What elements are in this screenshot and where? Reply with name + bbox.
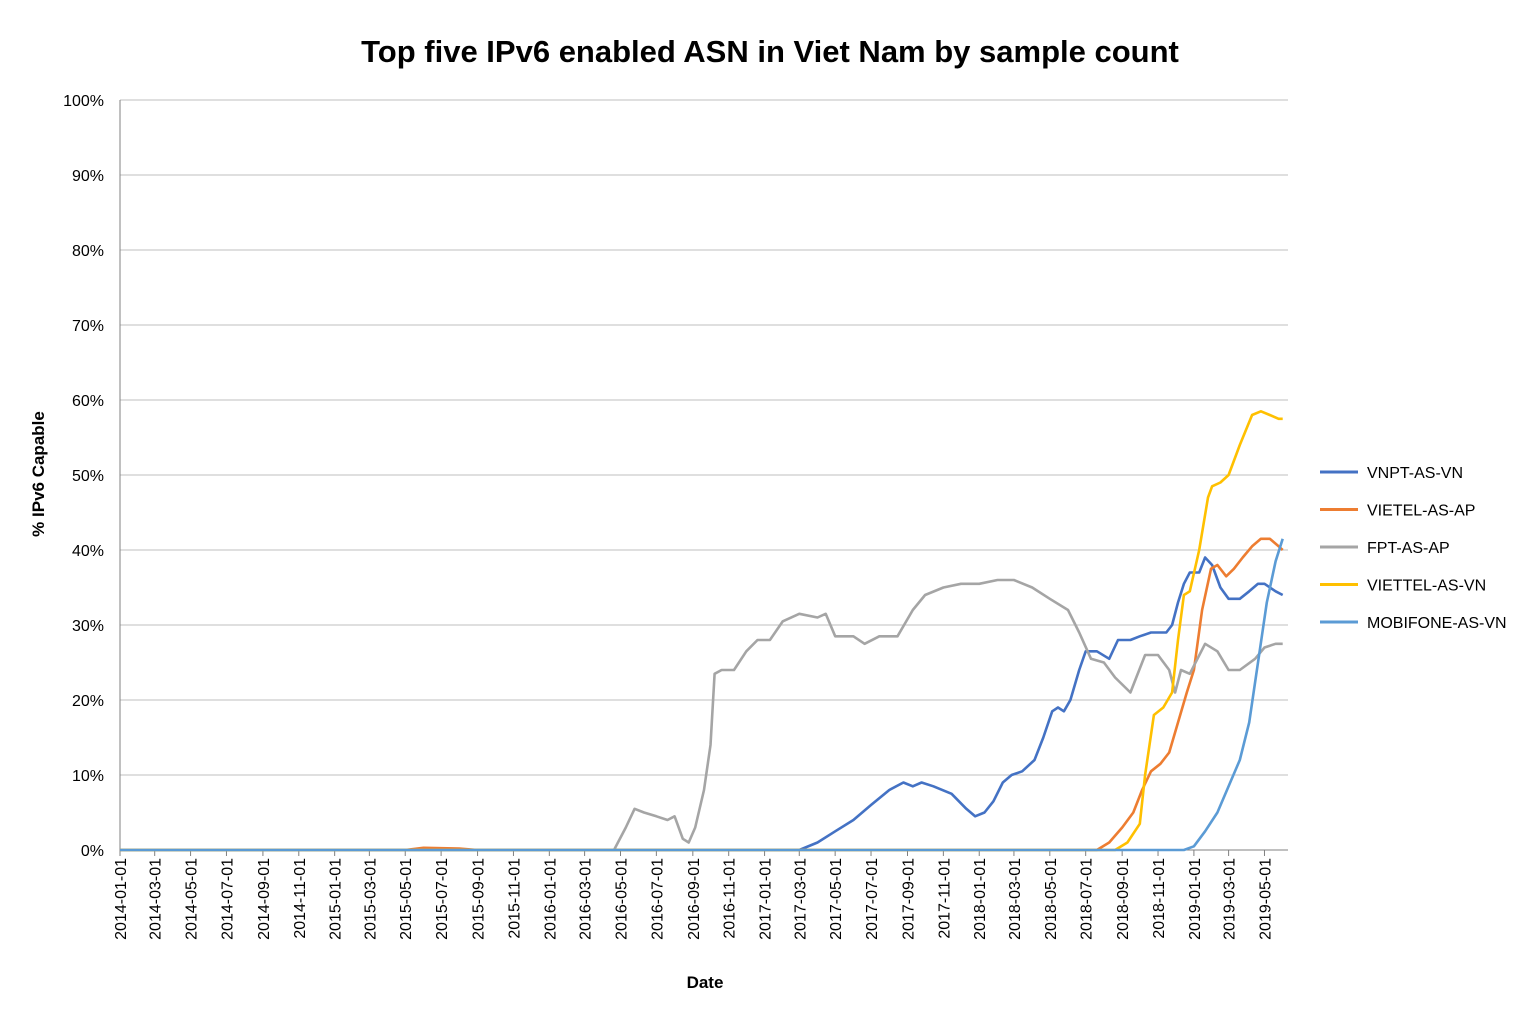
legend-label: FPT-AS-AP	[1367, 540, 1450, 557]
x-tick-label: 2014-03-01	[148, 858, 165, 940]
x-tick-label: 2017-05-01	[828, 858, 845, 940]
x-tick-label: 2016-05-01	[613, 858, 630, 940]
series-line-fpt-as-ap	[120, 578, 1283, 852]
x-tick-label: 2018-09-01	[1115, 858, 1132, 940]
y-tick-label: 100%	[63, 93, 104, 110]
grid-lines	[119, 99, 1288, 851]
x-tick-label: 2017-07-01	[864, 858, 881, 940]
x-tick-label: 2014-09-01	[256, 858, 273, 940]
x-tick-label: 2019-03-01	[1222, 858, 1239, 940]
y-tick-label: 90%	[72, 168, 104, 185]
x-tick-label: 2016-01-01	[542, 858, 559, 940]
series-line-viettel-as-vn	[120, 410, 1283, 852]
x-tick-label: 2018-11-01	[1151, 858, 1168, 939]
x-tick-label: 2017-09-01	[900, 858, 917, 940]
y-tick-label: 70%	[72, 318, 104, 335]
y-tick-label: 40%	[72, 543, 104, 560]
x-tick-label: 2016-09-01	[686, 858, 703, 940]
x-tick-label: 2018-01-01	[972, 858, 989, 940]
x-tick-label: 2018-03-01	[1007, 858, 1024, 940]
y-axis-ticks: 0% 10% 20% 30% 40% 50% 60% 70% 80% 90% 100%	[63, 93, 104, 860]
x-tick-label: 2015-01-01	[328, 858, 345, 940]
series-line-vnpt-as-vn	[120, 556, 1284, 852]
x-axis-title: Date	[687, 973, 724, 992]
x-axis-ticks: 2014-01-01 2014-03-01 2014-05-01 2014-07-01…	[113, 850, 1274, 940]
legend-label: VNPT-AS-VN	[1367, 465, 1463, 482]
x-tick-label: 2017-11-01	[936, 858, 953, 939]
y-tick-label: 10%	[72, 768, 104, 785]
chart-title: Top five IPv6 enabled ASN in Viet Nam by…	[361, 34, 1179, 69]
series-line-mobifone-as-vn	[120, 538, 1284, 852]
y-tick-label: 80%	[72, 243, 104, 260]
x-tick-label: 2015-07-01	[434, 858, 451, 940]
x-tick-label: 2015-03-01	[362, 858, 379, 940]
y-tick-label: 20%	[72, 693, 104, 710]
series-lines	[120, 410, 1284, 852]
y-tick-label: 0%	[81, 843, 104, 860]
legend-label: VIETEL-AS-AP	[1367, 503, 1475, 520]
x-tick-label: 2017-03-01	[792, 858, 809, 940]
y-axis-title: % IPv6 Capable	[29, 411, 48, 537]
legend-label: MOBIFONE-AS-VN	[1367, 615, 1507, 632]
legend: VNPT-AS-VN VIETEL-AS-AP FPT-AS-AP VIETTEL-A…	[1320, 465, 1507, 632]
x-tick-label: 2016-11-01	[722, 858, 739, 939]
x-tick-label: 2018-05-01	[1043, 858, 1060, 940]
x-tick-label: 2019-05-01	[1257, 858, 1274, 940]
x-tick-label: 2018-07-01	[1079, 858, 1096, 940]
x-tick-label: 2014-11-01	[292, 858, 309, 939]
x-tick-label: 2014-05-01	[184, 858, 201, 940]
x-tick-label: 2016-07-01	[649, 858, 666, 940]
y-tick-label: 60%	[72, 393, 104, 410]
y-tick-label: 30%	[72, 618, 104, 635]
x-tick-label: 2015-05-01	[398, 858, 415, 940]
x-tick-label: 2016-03-01	[578, 858, 595, 940]
x-tick-label: 2019-01-01	[1187, 858, 1204, 940]
x-tick-label: 2015-09-01	[471, 858, 488, 940]
y-tick-label: 50%	[72, 468, 104, 485]
x-tick-label: 2014-07-01	[219, 858, 236, 940]
x-tick-label: 2017-01-01	[758, 858, 775, 940]
x-tick-label: 2014-01-01	[113, 858, 130, 940]
legend-label: VIETTEL-AS-VN	[1367, 578, 1486, 595]
x-tick-label: 2015-11-01	[506, 858, 523, 939]
